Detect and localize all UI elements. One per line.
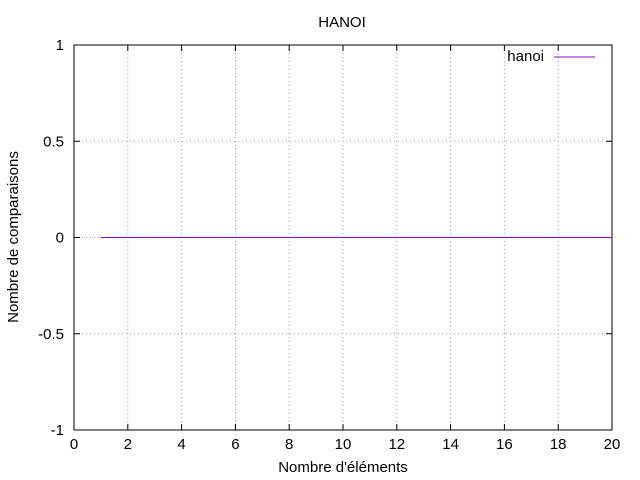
x-tick-label: 8 [285, 436, 293, 453]
x-tick-labels: 0 2 4 6 8 10 12 14 16 18 20 [70, 436, 621, 453]
x-tick-label: 14 [442, 436, 459, 453]
x-tick-label: 2 [124, 436, 132, 453]
x-tick-label: 10 [335, 436, 352, 453]
y-tick-labels: -1 -0.5 0 0.5 1 [38, 37, 64, 439]
chart-title: HANOI [318, 14, 366, 31]
x-tick-label: 12 [388, 436, 405, 453]
x-tick-label: 4 [177, 436, 185, 453]
axis-ticks [73, 44, 613, 431]
x-tick-label: 6 [231, 436, 239, 453]
y-tick-label: -0.5 [38, 326, 64, 343]
legend: hanoi [507, 48, 595, 65]
x-axis-label: Nombre d'éléments [278, 459, 408, 476]
y-tick-label: 1 [56, 37, 64, 54]
legend-label: hanoi [507, 48, 544, 65]
y-axis-label: Nombre de comparaisons [5, 151, 22, 323]
y-tick-label: 0.5 [43, 133, 64, 150]
x-tick-label: 0 [70, 436, 78, 453]
y-tick-label: -1 [51, 422, 64, 439]
x-tick-label: 16 [496, 436, 513, 453]
x-tick-label: 20 [604, 436, 621, 453]
x-tick-label: 18 [550, 436, 567, 453]
y-tick-label: 0 [56, 230, 64, 247]
